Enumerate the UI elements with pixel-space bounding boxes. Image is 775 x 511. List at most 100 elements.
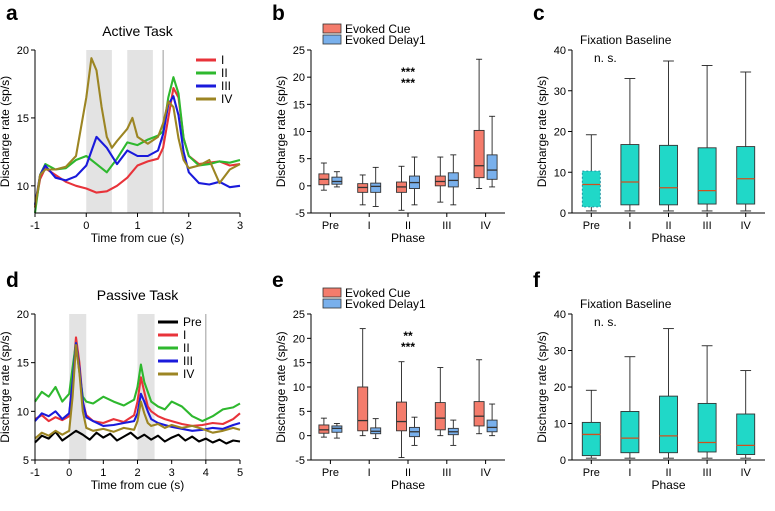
x-tick-label: I — [628, 467, 631, 479]
y-tick-label: 15 — [293, 99, 305, 111]
box-evoked-delay1-pre — [331, 423, 343, 439]
x-tick-label: 0 — [66, 467, 72, 479]
box-fixation-baseline-pre — [581, 134, 601, 212]
box-evoked-cue-pre — [318, 417, 330, 438]
box-evoked-delay1-pre — [331, 171, 343, 188]
y-tick-label: 0 — [560, 455, 566, 467]
box-evoked-cue-ii — [396, 361, 407, 459]
x-tick-label: 3 — [237, 220, 243, 232]
box-iqr — [620, 411, 640, 454]
panel-title: Fixation Baseline — [580, 297, 672, 311]
x-tick-label: IV — [740, 220, 751, 232]
x-tick-label: II — [665, 467, 671, 479]
panel-label: f — [533, 269, 541, 292]
panel-d: 5 10 15 20 -1 0 1 2 3 4 5 Time from cue (s) Discharg… — [0, 269, 243, 492]
box-evoked-cue-iv — [473, 58, 485, 190]
box-iqr — [581, 170, 601, 208]
x-tick-label: III — [703, 467, 712, 479]
y-axis-label: Discharge rate (sp/s) — [274, 76, 288, 187]
box-iqr — [486, 419, 498, 433]
y-axis-label: Discharge rate (sp/s) — [274, 331, 288, 442]
y-tick-label: 5 — [299, 154, 305, 166]
x-axis-label: Phase — [651, 478, 685, 492]
legend-entry: Evoked Delay1 — [345, 297, 426, 311]
y-axis-label: Discharge rate (sp/s) — [0, 331, 12, 442]
shaded-epoch — [86, 50, 112, 213]
legend-entry: Evoked Cue — [345, 286, 411, 300]
y-axis-label: Discharge rate (sp/s) — [535, 331, 549, 442]
x-tick-label: 2 — [186, 220, 192, 232]
x-tick-label: II — [405, 220, 411, 232]
box-evoked-cue-pre — [318, 162, 330, 191]
legend-swatch — [322, 287, 342, 298]
y-tick-label: -5 — [295, 455, 305, 467]
legend-entry: IV — [183, 367, 194, 381]
y-tick-label: 10 — [554, 167, 566, 179]
y-tick-label: 10 — [293, 382, 305, 394]
y-tick-label: 10 — [293, 127, 305, 139]
y-axis-label: Discharge rate (sp/s) — [0, 76, 12, 187]
x-axis-label: Phase — [651, 231, 685, 245]
x-tick-label: Pre — [322, 220, 339, 232]
box-iqr — [318, 424, 330, 434]
y-tick-label: 0 — [299, 181, 305, 193]
x-tick-label: III — [442, 220, 451, 232]
y-tick-label: 20 — [293, 333, 305, 345]
series-line-ii — [34, 342, 241, 423]
panel-label: c — [533, 2, 545, 25]
x-tick-label: IV — [480, 220, 491, 232]
y-tick-label: 30 — [554, 86, 566, 98]
x-tick-label: III — [442, 467, 451, 479]
y-tick-label: 30 — [554, 346, 566, 358]
y-tick-label: 0 — [560, 208, 566, 220]
box-evoked-delay1-i — [370, 166, 382, 207]
y-tick-label: -5 — [295, 208, 305, 220]
legend-swatch — [322, 23, 342, 34]
x-tick-label: 0 — [83, 220, 89, 232]
x-tick-label: II — [665, 220, 671, 232]
panel-title: Active Task — [102, 23, 174, 39]
box-fixation-baseline-iii — [697, 65, 717, 212]
legend-entry: II — [183, 341, 190, 355]
legend-entry: IV — [221, 92, 232, 106]
legend-entry: Pre — [183, 315, 202, 329]
y-tick-label: 40 — [554, 45, 566, 57]
box-evoked-delay1-iii — [447, 419, 459, 446]
panel-label: b — [272, 2, 285, 25]
legend-entry: Evoked Delay1 — [345, 33, 426, 47]
box-evoked-cue-iii — [434, 367, 446, 437]
box-evoked-cue-iii — [434, 156, 446, 203]
box-fixation-baseline-iv — [736, 71, 756, 212]
box-evoked-delay1-iv — [486, 403, 498, 437]
legend-swatch — [322, 34, 342, 45]
box-iqr — [473, 401, 485, 427]
box-evoked-cue-iv — [473, 359, 485, 435]
x-tick-label: I — [368, 220, 371, 232]
series-line-pre — [34, 429, 241, 445]
x-tick-label: -1 — [30, 220, 40, 232]
series-line-iv — [33, 57, 241, 208]
y-tick-label: 5 — [23, 455, 29, 467]
y-tick-label: 20 — [554, 382, 566, 394]
x-tick-label: IV — [740, 467, 751, 479]
box-iqr — [736, 413, 756, 455]
box-fixation-baseline-i — [620, 78, 640, 212]
ns-annotation: n. s. — [594, 315, 617, 329]
panel-title: Fixation Baseline — [580, 33, 672, 47]
panel-label: d — [6, 269, 19, 292]
x-tick-label: Pre — [583, 220, 600, 232]
box-iqr — [357, 386, 369, 432]
x-tick-label: Pre — [322, 467, 339, 479]
x-axis-label: Time from cue (s) — [91, 478, 185, 492]
ns-annotation: n. s. — [594, 51, 617, 65]
panel-label: a — [6, 2, 18, 25]
box-fixation-baseline-ii — [659, 328, 678, 459]
x-tick-label: III — [703, 220, 712, 232]
x-tick-label: 4 — [203, 467, 209, 479]
box-iqr — [697, 402, 717, 453]
